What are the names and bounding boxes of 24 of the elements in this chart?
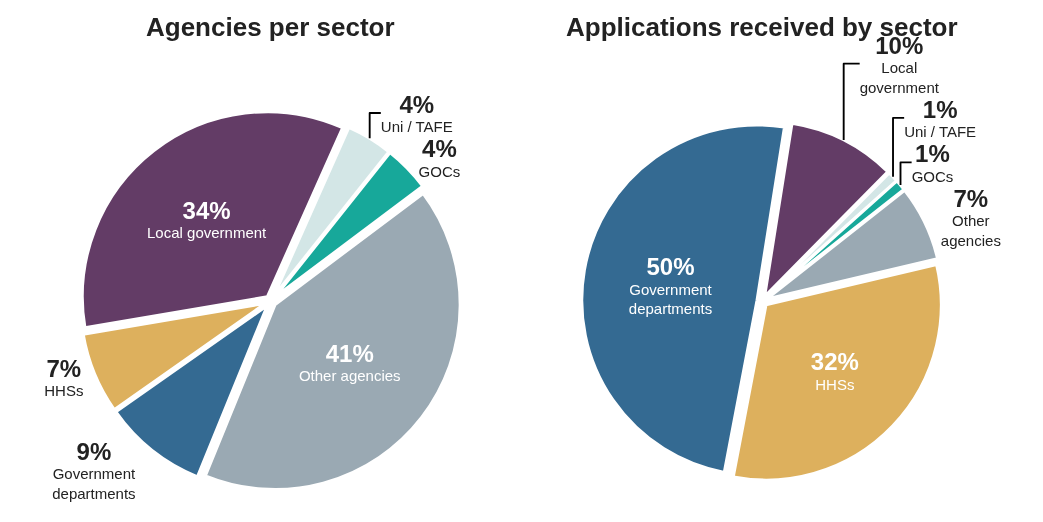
data-label: 50%: [646, 253, 695, 281]
data-label: 9%: [76, 437, 112, 465]
data-label: 4%: [399, 90, 435, 118]
data-label: 1%: [922, 95, 958, 123]
slice-label: Uni / TAFE: [380, 118, 453, 136]
slice-label: Other agencies: [298, 367, 401, 385]
data-label: 32%: [810, 348, 859, 376]
slice-label: Other agencies: [940, 212, 1001, 249]
data-label: 7%: [953, 184, 989, 212]
data-label: 41%: [325, 339, 374, 367]
data-label: 34%: [182, 196, 231, 224]
slice-label: Government departments: [52, 465, 136, 502]
slice-label: Uni / TAFE: [904, 123, 977, 141]
slice-label: GOCs: [418, 162, 461, 180]
slice-label: Local government: [147, 224, 268, 242]
slice-label: Local government: [859, 59, 940, 96]
slice-label: HHSs: [815, 375, 855, 393]
slice-label: Government departments: [628, 280, 713, 318]
chart-title: Agencies per sector: [146, 12, 395, 42]
data-label: 1%: [915, 140, 950, 168]
slice-label: HHSs: [44, 382, 84, 400]
data-label: 7%: [46, 354, 82, 382]
slice-label: GOCs: [911, 167, 954, 185]
data-label: 4%: [422, 135, 457, 163]
